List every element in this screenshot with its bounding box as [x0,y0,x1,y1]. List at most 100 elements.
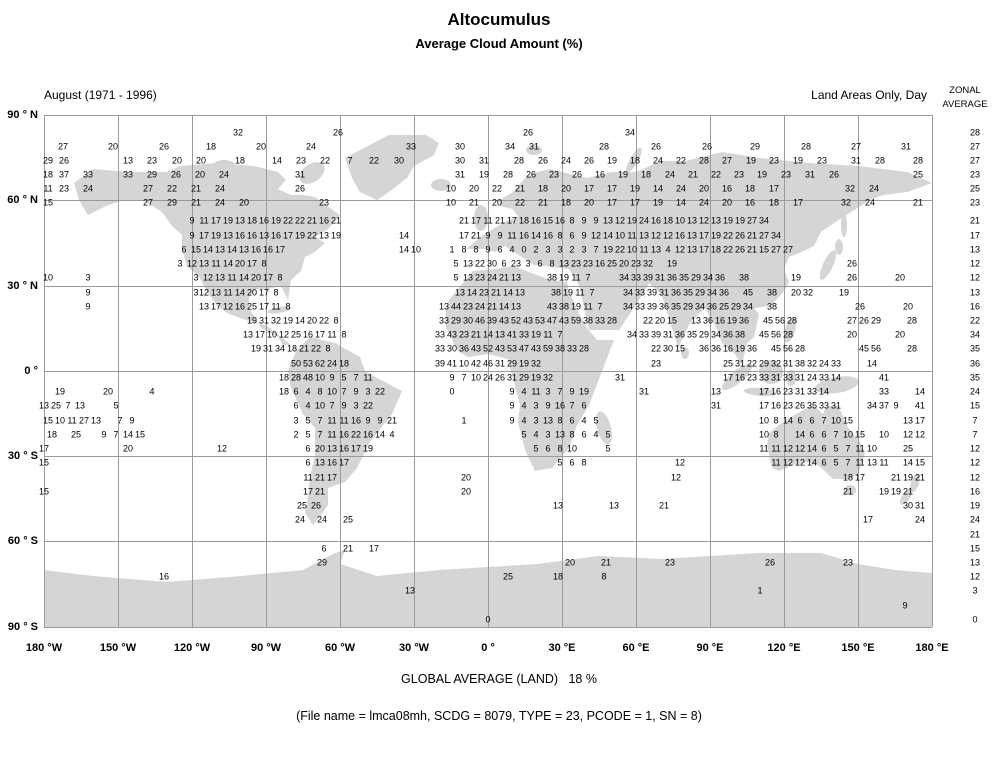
grid-value: 18 [552,571,564,582]
grid-value: 29 [506,358,518,369]
grid-value: 15 [758,244,770,255]
grid-value: 26 [537,155,549,166]
grid-value: 2 [293,429,299,440]
grid-value: 24 [560,155,572,166]
grid-value: 8 [273,287,279,298]
grid-value: 39 [650,329,662,340]
grid-value: 41 [914,400,926,411]
grid-value: 21 [470,230,482,241]
grid-value: 9 [497,230,503,241]
grid-value: 23 [570,258,582,269]
grid-value: 39 [486,315,498,326]
grid-value: 6 [569,230,575,241]
grid-value: 5 [833,443,839,454]
grid-value: 11 [363,372,373,383]
grid-value: 31 [830,400,842,411]
landmass-north-america [74,163,340,345]
grid-value: 4 [521,386,527,397]
grid-value: 16 [362,429,374,440]
grid-value: 15 [42,415,54,426]
grid-value: 5 [533,443,539,454]
grid-value: 30 [462,315,474,326]
grid-value: 20 [107,141,119,152]
grid-value: 14 [226,244,238,255]
global-average-label: GLOBAL AVERAGE (LAND) 18 % [401,672,597,686]
grid-value: 31 [782,358,794,369]
grid-value: 19 [530,329,542,340]
grid-value: 18 [278,386,290,397]
grid-value: 21 [746,244,758,255]
grid-value: 11 [571,272,581,283]
grid-value: 8 [261,258,267,269]
grid-value: 11 [639,244,649,255]
zonal-average-value: 35 [969,372,981,383]
grid-value: 17 [274,244,286,255]
grid-value: 16 [338,443,350,454]
grid-value: 27 [846,315,858,326]
grid-value: 38 [558,301,570,312]
grid-value: 43 [498,315,510,326]
grid-value: 10 [866,443,878,454]
zonal-average-value: 27 [969,141,981,152]
grid-value: 16 [262,244,274,255]
grid-value: 38 [738,272,750,283]
grid-value: 33 [818,372,830,383]
grid-value: 35 [806,400,818,411]
grid-value: 21 [298,343,310,354]
grid-value: 3 [293,415,299,426]
grid-value: 4 [581,415,587,426]
grid-value: 7 [589,287,595,298]
grid-value: 43 [522,315,534,326]
grid-value: 56 [770,329,782,340]
grid-value: 3 [545,429,551,440]
grid-value: 16 [594,258,606,269]
grid-value: 20 [902,301,914,312]
grid-value: 16 [714,315,726,326]
grid-value: 34 [770,230,782,241]
grid-value: 19 [518,358,530,369]
grid-value: 19 [617,169,629,180]
grid-value: 13 [902,415,914,426]
grid-value: 24 [698,197,710,208]
grid-value: 34 [706,287,718,298]
grid-value: 8 [601,571,607,582]
grid-value: 16 [530,215,542,226]
grid-value: 23 [548,169,560,180]
grid-value: 10 [758,429,770,440]
grid-value: 2 [569,244,575,255]
grid-value: 7 [117,415,123,426]
grid-value: 9 [593,215,599,226]
grid-value: 8 [557,415,563,426]
landmass-south-america [288,337,402,525]
grid-value: 3 [525,258,531,269]
grid-value: 24 [806,372,818,383]
grid-value: 39 [646,287,658,298]
grid-value: 6 [305,457,311,468]
grid-value: 10 [614,230,626,241]
grid-value: 18 [338,358,350,369]
grid-value: 32 [844,183,856,194]
grid-value: 9 [129,415,135,426]
grid-value: 9 [85,301,91,312]
grid-value: 20 [721,197,733,208]
grid-value: 26 [846,258,858,269]
grid-value: 13 [454,287,466,298]
grid-value: 4 [149,386,155,397]
grid-value: 9 [902,600,908,611]
grid-value: 20 [255,141,267,152]
grid-value: 31 [734,358,746,369]
grid-value: 36 [674,329,686,340]
grid-value: 3 [193,272,199,283]
zonal-average-value: 28 [969,127,981,138]
grid-value: 3 [353,400,359,411]
grid-value: 16 [270,230,282,241]
grid-value: 26 [734,230,746,241]
grid-value: 8 [557,443,563,454]
zonal-average-value: 12 [969,571,981,582]
grid-value: 17 [768,183,780,194]
grid-value: 52 [482,343,494,354]
grid-value: 34 [622,287,634,298]
grid-value: 12 [198,287,210,298]
grid-value: 31 [804,169,816,180]
